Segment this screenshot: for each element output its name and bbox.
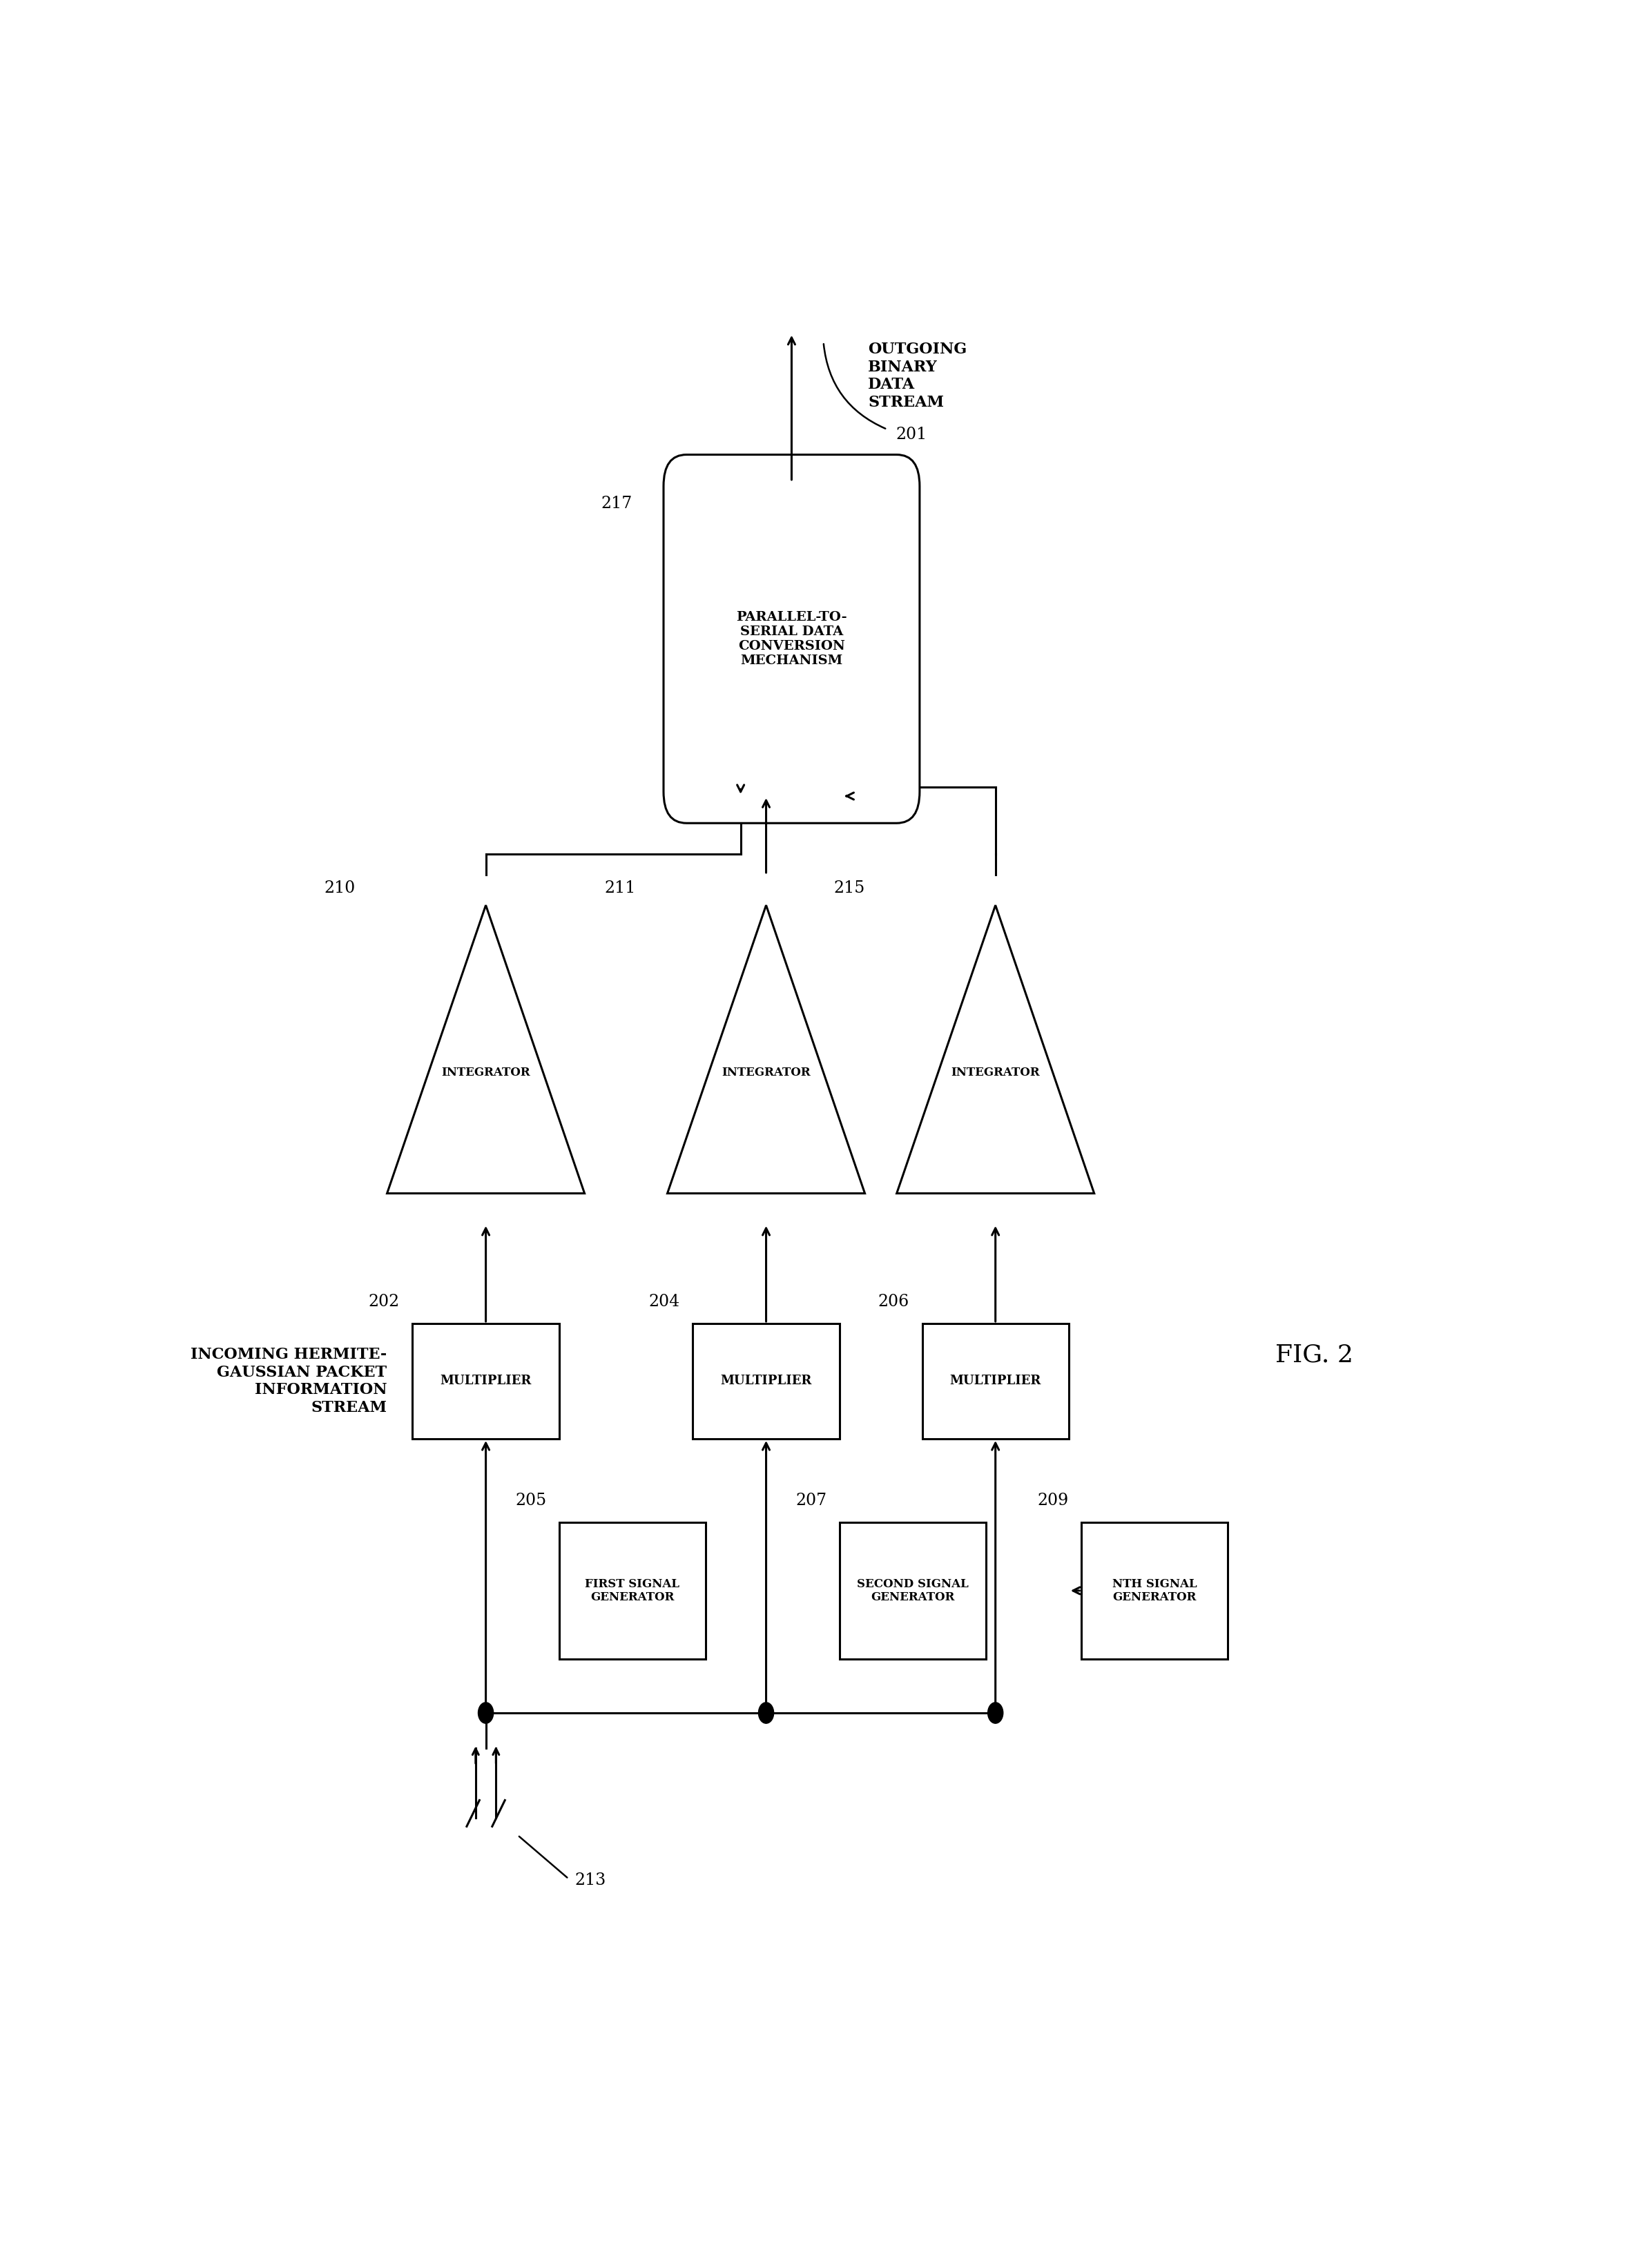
Text: PARALLEL-TO-
SERIAL DATA
CONVERSION
MECHANISM: PARALLEL-TO- SERIAL DATA CONVERSION MECH… — [737, 610, 847, 667]
Text: 213: 213 — [575, 1873, 607, 1889]
Bar — [413, 1325, 559, 1438]
Text: 202: 202 — [368, 1293, 399, 1309]
Text: 210: 210 — [324, 880, 355, 896]
Text: INTEGRATOR: INTEGRATOR — [950, 1066, 1041, 1077]
Circle shape — [478, 1703, 493, 1724]
Text: 217: 217 — [600, 497, 631, 513]
Text: 201: 201 — [896, 426, 927, 442]
Text: MULTIPLIER: MULTIPLIER — [950, 1374, 1041, 1388]
Bar — [840, 1522, 986, 1658]
Text: MULTIPLIER: MULTIPLIER — [720, 1374, 812, 1388]
Text: 207: 207 — [796, 1492, 827, 1508]
Text: INTEGRATOR: INTEGRATOR — [441, 1066, 531, 1077]
Text: FIG. 2: FIG. 2 — [1276, 1343, 1353, 1368]
Text: FIRST SIGNAL
GENERATOR: FIRST SIGNAL GENERATOR — [585, 1579, 679, 1603]
Text: INTEGRATOR: INTEGRATOR — [722, 1066, 810, 1077]
Bar — [559, 1522, 705, 1658]
Text: OUTGOING
BINARY
DATA
STREAM: OUTGOING BINARY DATA STREAM — [868, 342, 967, 411]
Bar — [692, 1325, 840, 1438]
Text: 211: 211 — [605, 880, 636, 896]
Text: NTH SIGNAL
GENERATOR: NTH SIGNAL GENERATOR — [1113, 1579, 1197, 1603]
Circle shape — [988, 1703, 1003, 1724]
FancyBboxPatch shape — [664, 454, 919, 823]
Polygon shape — [667, 905, 865, 1193]
Text: 206: 206 — [878, 1293, 909, 1309]
Bar — [1082, 1522, 1228, 1658]
Text: 215: 215 — [834, 880, 865, 896]
Polygon shape — [386, 905, 585, 1193]
Text: 209: 209 — [1037, 1492, 1069, 1508]
Text: MULTIPLIER: MULTIPLIER — [441, 1374, 531, 1388]
Text: INCOMING HERMITE-
GAUSSIAN PACKET
INFORMATION
STREAM: INCOMING HERMITE- GAUSSIAN PACKET INFORM… — [191, 1347, 386, 1415]
Text: SECOND SIGNAL
GENERATOR: SECOND SIGNAL GENERATOR — [857, 1579, 968, 1603]
Bar — [922, 1325, 1069, 1438]
Text: 204: 204 — [649, 1293, 681, 1309]
Polygon shape — [896, 905, 1095, 1193]
Text: 205: 205 — [515, 1492, 546, 1508]
Circle shape — [758, 1703, 774, 1724]
